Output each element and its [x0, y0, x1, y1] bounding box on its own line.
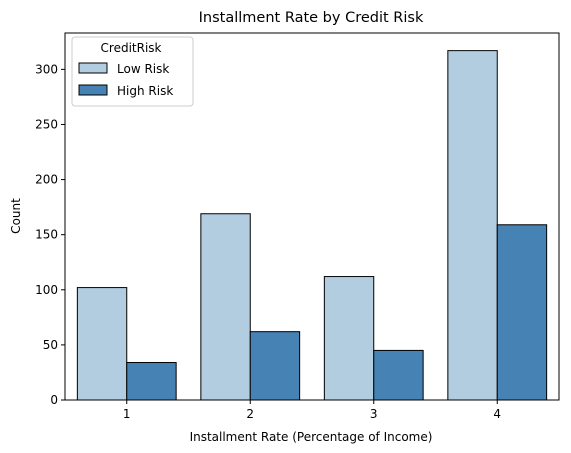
bar-high-risk-1	[126, 362, 177, 401]
bar-high-risk-2	[249, 331, 301, 401]
legend-label-high-risk: High Risk	[117, 84, 173, 98]
y-tick-label-250: 250	[35, 117, 58, 131]
y-tick-label-150: 150	[35, 228, 58, 242]
bar-high-risk-4	[496, 224, 548, 401]
x-axis-label: Installment Rate (Percentage of Income)	[190, 430, 433, 444]
bar-low-risk-1	[76, 287, 128, 401]
bar-low-risk-4	[447, 50, 498, 401]
y-tick-label-50: 50	[43, 338, 58, 352]
plot-frame	[64, 32, 560, 401]
y-tick-label-100: 100	[35, 283, 58, 297]
chart-title: Installment Rate by Credit Risk	[199, 10, 424, 26]
legend-swatch-high-risk	[78, 84, 108, 96]
bar-low-risk-2	[200, 213, 251, 401]
y-tick-label-300: 300	[35, 62, 58, 76]
legend-swatch-low-risk	[78, 62, 108, 74]
legend-title: CreditRisk	[101, 41, 162, 55]
y-tick-label-0: 0	[50, 393, 58, 407]
x-axis: 1 2 3 4	[123, 400, 501, 421]
bars-group	[76, 50, 548, 401]
x-tick-label-3: 3	[370, 407, 378, 421]
bar-high-risk-3	[373, 349, 424, 401]
y-tick-label-200: 200	[35, 173, 58, 187]
y-axis-label: Count	[9, 198, 23, 234]
x-tick-label-2: 2	[246, 407, 254, 421]
bar-low-risk-3	[323, 276, 375, 401]
legend: CreditRisk Low Risk High Risk	[71, 36, 194, 107]
x-tick-label-1: 1	[123, 407, 131, 421]
y-axis: 0 50 100 150 200 250 300	[35, 62, 65, 407]
legend-label-low-risk: Low Risk	[117, 62, 169, 76]
x-tick-label-4: 4	[493, 407, 501, 421]
